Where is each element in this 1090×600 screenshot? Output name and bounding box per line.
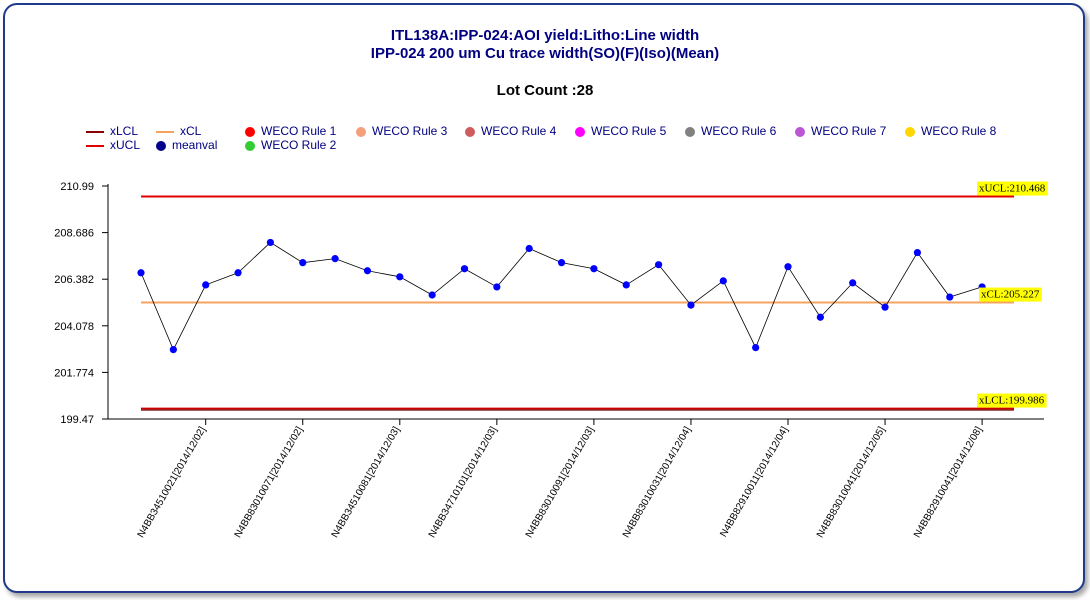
legend-label: WECO Rule 4 bbox=[481, 124, 557, 138]
legend-item-weco-rule-5: WECO Rule 5 bbox=[575, 124, 666, 138]
legend-swatch bbox=[156, 130, 174, 133]
y-tick-label: 210.99 bbox=[60, 181, 94, 193]
legend-label: meanval bbox=[172, 138, 218, 152]
chart-subtitle: IPP-024 200 um Cu trace width(SO)(F)(Iso… bbox=[370, 45, 720, 62]
legend-swatch bbox=[86, 144, 104, 147]
legend-label: WECO Rule 3 bbox=[372, 124, 448, 138]
meanval-point bbox=[525, 244, 533, 253]
meanval-point bbox=[881, 303, 889, 311]
meanval-point bbox=[719, 277, 727, 285]
legend-swatch bbox=[905, 126, 915, 137]
legend-item-xucl: xUCL bbox=[86, 138, 140, 152]
lcl-label-bg bbox=[977, 393, 1047, 408]
meanval-point bbox=[687, 301, 695, 309]
legend-label: xUCL bbox=[110, 138, 141, 152]
meanval-point bbox=[202, 281, 210, 289]
x-tick-label: N4BB34510021[2014/12/02] bbox=[136, 425, 209, 540]
x-tick-label: N4BB34510081[2014/12/03] bbox=[330, 425, 403, 540]
legend-swatch bbox=[245, 126, 255, 137]
meanval-point bbox=[266, 238, 274, 247]
meanval-point bbox=[428, 291, 436, 299]
meanval-point bbox=[331, 255, 339, 263]
meanval-point bbox=[946, 293, 954, 301]
legend-swatch bbox=[795, 126, 805, 137]
legend-label: WECO Rule 6 bbox=[701, 124, 777, 138]
legend-swatch bbox=[685, 126, 695, 137]
x-tick-label: N4BB82910041[2014/12/08] bbox=[912, 425, 985, 540]
legend-swatch bbox=[575, 126, 585, 137]
legend-label: xCL bbox=[180, 124, 202, 138]
ucl-label: xUCL:210.468 bbox=[979, 183, 1046, 195]
legend-item-meanval: meanval bbox=[156, 138, 217, 152]
meanval-point bbox=[752, 344, 760, 352]
cl-label-bg bbox=[979, 287, 1042, 302]
meanval-point bbox=[234, 269, 242, 277]
legend-label: WECO Rule 8 bbox=[921, 124, 997, 138]
x-tick-label: N4BB83010031[2014/12/04] bbox=[621, 425, 694, 540]
ucl-label-bg bbox=[977, 181, 1048, 196]
meanval-point bbox=[655, 261, 663, 269]
meanval-point bbox=[396, 273, 404, 281]
meanval-point bbox=[913, 248, 922, 257]
meanval-point bbox=[460, 265, 469, 273]
legend-label: WECO Rule 2 bbox=[261, 138, 337, 152]
meanval-point bbox=[590, 265, 598, 273]
meanval-point bbox=[363, 267, 372, 275]
legend-swatch bbox=[245, 140, 255, 151]
x-tick-label: N4BB82910011[2014/12/04] bbox=[718, 425, 790, 539]
legend-item-xcl: xCL bbox=[156, 124, 201, 138]
legend-label: WECO Rule 7 bbox=[811, 124, 887, 138]
meanval-point bbox=[622, 281, 630, 289]
x-tick-label: N4BB83010041[2014/12/05] bbox=[815, 425, 888, 540]
lot-count: Lot Count :28 bbox=[496, 82, 594, 99]
y-tick-label: 199.47 bbox=[60, 414, 94, 426]
legend-swatch bbox=[356, 126, 366, 137]
legend-item-weco-rule-7: WECO Rule 7 bbox=[795, 124, 886, 138]
y-tick-label: 208.686 bbox=[54, 228, 94, 240]
legend-item-weco-rule-6: WECO Rule 6 bbox=[685, 124, 776, 138]
chart-title: ITL138A:IPP-024:AOI yield:Litho:Line wid… bbox=[390, 27, 700, 44]
meanval-point bbox=[299, 259, 307, 267]
legend-label: WECO Rule 5 bbox=[591, 124, 667, 138]
cl-label: xCL:205.227 bbox=[981, 289, 1040, 301]
chart-frame bbox=[3, 3, 1085, 593]
x-tick-label: N4BB83010091[2014/12/03] bbox=[524, 425, 597, 540]
y-tick-label: 201.774 bbox=[54, 367, 94, 379]
meanval-line bbox=[140, 241, 983, 351]
legend-item-weco-rule-4: WECO Rule 4 bbox=[465, 124, 556, 138]
x-tick-label: N4BB83010071[2014/12/02] bbox=[233, 425, 306, 540]
y-tick-label: 204.078 bbox=[54, 321, 94, 333]
legend-swatch bbox=[156, 140, 166, 151]
meanval-point bbox=[137, 269, 145, 277]
meanval-point bbox=[849, 279, 857, 287]
legend-swatch bbox=[465, 126, 475, 137]
meanval-point bbox=[816, 313, 824, 321]
legend-item-weco-rule-3: WECO Rule 3 bbox=[356, 124, 447, 138]
meanval-point bbox=[557, 259, 566, 267]
legend-label: xLCL bbox=[110, 124, 139, 138]
legend-item-xlcl: xLCL bbox=[86, 124, 138, 138]
legend-item-weco-rule-1: WECO Rule 1 bbox=[245, 124, 336, 138]
legend-item-weco-rule-8: WECO Rule 8 bbox=[905, 124, 996, 138]
meanval-point bbox=[784, 263, 792, 271]
legend-item-weco-rule-2: WECO Rule 2 bbox=[245, 138, 336, 152]
meanval-point bbox=[169, 346, 177, 354]
legend-swatch bbox=[86, 130, 104, 133]
legend-label: WECO Rule 1 bbox=[261, 124, 337, 138]
lcl-label: xLCL:199.986 bbox=[979, 395, 1045, 407]
meanval-point bbox=[493, 283, 501, 291]
y-tick-label: 206.382 bbox=[54, 274, 94, 286]
x-tick-label: N4BB34710101[2014/12/03] bbox=[427, 425, 500, 540]
